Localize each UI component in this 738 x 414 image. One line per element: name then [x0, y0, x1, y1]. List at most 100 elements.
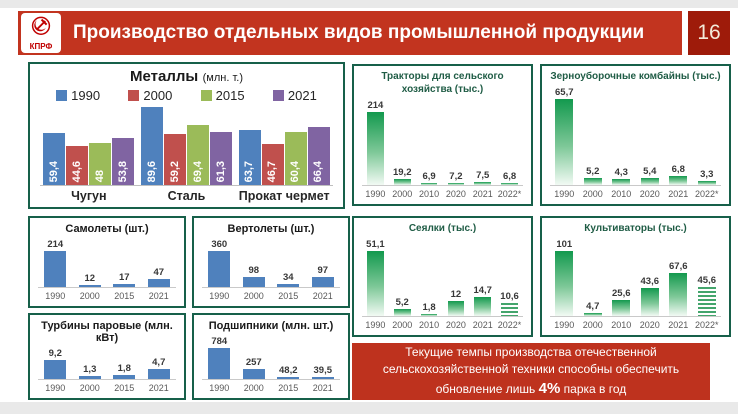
year-label: 2020 [639, 319, 660, 330]
bar-column: 65,7 [550, 85, 579, 185]
panel-cultivators: Культиваторы (тыс.) 101 4,7 25,6 43,6 67,6 45… [540, 216, 731, 337]
bar-value-label: 48,2 [279, 365, 298, 376]
bar-value-label: 43,6 [640, 275, 660, 287]
year-label: 2021 [312, 382, 333, 393]
year-label: 1990 [45, 290, 66, 301]
legend-label: 2000 [143, 87, 173, 103]
panel-bearings: Подшипники (млн. шт.) 784 257 48,2 39,5 199… [192, 313, 350, 400]
bearings-chart-title: Подшипники (млн. шт.) [208, 320, 334, 332]
bar [555, 99, 574, 185]
bar-column: 98 [237, 236, 272, 287]
bar-column: 14,7 [469, 237, 496, 316]
bar-column: 101 [550, 237, 579, 316]
bar-value-label: 44,6 [70, 160, 83, 182]
bar-group: 63,7 46,7 60,4 66,4 [235, 107, 333, 185]
year-label: 1990 [45, 382, 66, 393]
year-label: 2015 [114, 290, 135, 301]
bar-column: 214 [362, 97, 389, 185]
year-label: 2021 [312, 290, 333, 301]
bar-column: 48,2 [271, 333, 306, 379]
legend-item: 2021 [272, 87, 317, 103]
year-label: 2000 [79, 382, 100, 393]
bar-value-label: 7,2 [449, 170, 463, 182]
planes-chart: 214 12 17 47 1990 2000 2015 2021 [30, 236, 184, 306]
bar: 63,7 [238, 129, 261, 185]
bar-column: 17 [107, 236, 142, 287]
bar [113, 375, 136, 379]
bar-value-label: 360 [211, 239, 228, 250]
bar: 69,4 [187, 124, 209, 185]
bar-value-label: 69,4 [191, 160, 204, 182]
bar: 59,2 [164, 133, 186, 185]
seeders-chart-title: Сеялки (тыс.) [408, 223, 477, 234]
combines-chart-title: Зерноуборочные комбайны (тыс.) [550, 71, 721, 82]
helicopters-chart: 360 98 34 97 1990 2000 2015 2021 [194, 236, 348, 306]
panel-combines: Зерноуборочные комбайны (тыс.) 65,7 5,2 4,… [540, 64, 731, 206]
cultivators-chart: 101 4,7 25,6 43,6 67,6 45,6 1990 2000 2010 2020 2… [542, 237, 729, 336]
year-label: 1990 [554, 319, 575, 330]
year-label: 1990 [365, 319, 386, 330]
bar-group: 59,4 44,6 48 53,8 [40, 107, 138, 185]
bar-value-label: 1,3 [83, 364, 97, 376]
bar-column: 12 [442, 237, 469, 316]
year-label: 2000 [243, 382, 264, 393]
bar-value-label: 214 [367, 100, 384, 111]
bar-value-label: 6,8 [671, 164, 685, 176]
bar-column: 3,3 [693, 85, 722, 185]
page-number: 16 [688, 11, 730, 55]
panel-helicopters: Вертолеты (шт.) 360 98 34 97 1990 2000 2015 20… [192, 216, 350, 308]
year-label: 2021 [148, 382, 169, 393]
seeders-chart: 51,1 5,2 1,8 12 14,7 10,6 1990 2000 2010 2020 202… [354, 237, 531, 336]
bar-value-label: 51,1 [366, 239, 385, 250]
bar-column: 34 [271, 236, 306, 287]
bar-column: 257 [237, 333, 272, 379]
bar-value-label: 5,2 [586, 166, 600, 178]
panel-planes: Самолеты (шт.) 214 12 17 47 1990 2000 2015 202… [28, 216, 186, 308]
bar [311, 277, 334, 287]
legend-label: 2015 [215, 87, 245, 103]
bar-value-label: 4,3 [614, 167, 628, 179]
legend-item: 2000 [128, 88, 172, 103]
bar-value-label: 17 [118, 272, 130, 284]
planes-chart-title: Самолеты (шт.) [65, 223, 149, 235]
bar-column: 4,3 [607, 85, 636, 185]
bar-value-label: 25,6 [612, 287, 631, 299]
year-label: 2000 [392, 319, 413, 330]
bar-value-label: 257 [245, 356, 262, 368]
year-label: 2021 [148, 290, 169, 301]
year-label: 2020 [639, 188, 660, 199]
year-label: 2022* [694, 319, 719, 330]
bar [697, 180, 716, 185]
bar-value-label: 6,9 [422, 170, 436, 182]
metals-chart: Металлы (млн. т.) 1990 2000 2015 2021 59,4 4… [30, 64, 343, 207]
bar-column: 6,9 [416, 97, 443, 185]
tractors-chart-title: Тракторы для сельского хозяйства (тыс.) [381, 71, 504, 95]
year-label: 2000 [79, 290, 100, 301]
legend-label: 2021 [287, 87, 317, 103]
message-line-2: сельскохозяйственной техники способны об… [382, 362, 680, 376]
bar-value-label: 19,2 [392, 166, 412, 178]
bar-column: 7,2 [442, 97, 469, 185]
bar [44, 360, 67, 379]
year-label: 2022* [497, 319, 522, 330]
header-bar: КПРФ Производство отдельных видов промыш… [18, 11, 682, 55]
metals-legend: 1990 2000 2015 2021 [40, 86, 333, 107]
metals-bars-area: 59,4 44,6 48 53,8 89,6 59,2 69,4 61,3 63,7 46,7 60… [40, 107, 333, 186]
year-label: 2020 [445, 188, 466, 199]
bar-column: 4,7 [579, 237, 608, 316]
bar [367, 251, 384, 316]
bar-column: 67,6 [664, 237, 693, 316]
bar: 46,7 [261, 144, 284, 185]
bar-value-label: 784 [211, 336, 228, 347]
bar-value-label: 60,4 [289, 160, 302, 182]
bar-value-label: 97 [317, 265, 329, 277]
year-label: 2010 [419, 319, 440, 330]
panel-tractors: Тракторы для сельского хозяйства (тыс.) … [352, 64, 533, 206]
bar-value-label: 5,4 [643, 165, 657, 177]
bar-value-label: 59,2 [168, 160, 181, 182]
bar: 48 [89, 143, 112, 185]
message-line-3: обновление лишь 4% парка в год [435, 379, 627, 397]
bar-value-label: 46,7 [266, 160, 279, 182]
bar [640, 177, 659, 185]
bar-value-label: 53,8 [116, 160, 129, 182]
